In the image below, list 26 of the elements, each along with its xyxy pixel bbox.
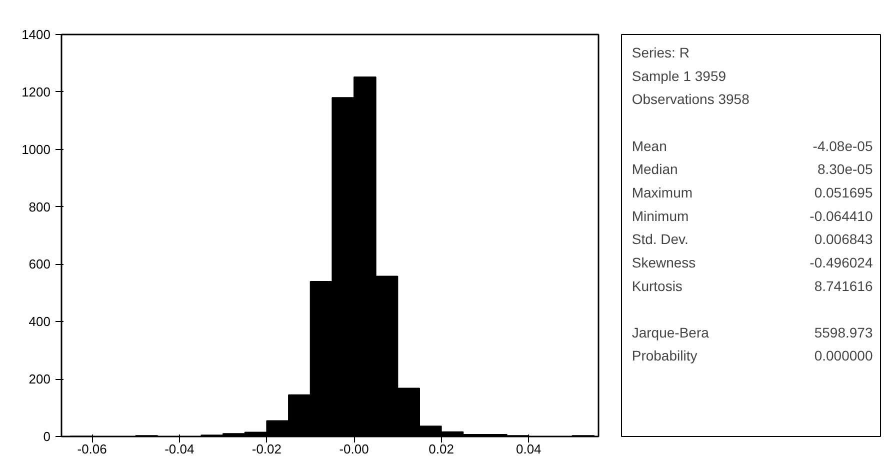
text: Mean -4.08e-05 <box>632 138 873 154</box>
y-tick-label: 800 <box>28 199 51 214</box>
y-tick-label: 1400 <box>22 27 50 42</box>
text: Probability 0.000000 <box>632 348 873 364</box>
x-tick-label: -0.00 <box>339 442 369 456</box>
text: Series: R <box>632 44 690 61</box>
text: Minimum -0.064410 <box>632 208 873 224</box>
x-tick-label: 0.02 <box>428 442 454 456</box>
text: Median 8.30e-05 <box>632 161 873 178</box>
y-tick-label: 200 <box>28 372 51 387</box>
x-tick-label: 0.04 <box>516 442 542 456</box>
x-tick-label: -0.06 <box>77 442 107 456</box>
y-tick-label: 0 <box>43 429 51 444</box>
text: Maximum 0.051695 <box>632 184 873 200</box>
x-tick-label: -0.04 <box>164 442 194 456</box>
text: Sample 1 3959 <box>632 68 726 84</box>
text: Observations 3958 <box>632 91 750 108</box>
y-tick-label: 1200 <box>22 84 50 100</box>
text: Jarque-Bera 5598.973 <box>632 324 873 340</box>
text: Std. Dev. 0.006843 <box>632 231 873 248</box>
text: Kurtosis 8.741616 <box>632 278 873 294</box>
y-tick-label: 1000 <box>22 142 50 157</box>
x-tick-label: -0.02 <box>252 442 282 456</box>
y-tick-label: 400 <box>28 314 51 330</box>
y-tick-label: 600 <box>28 256 51 272</box>
text: Skewness -0.496024 <box>632 254 873 270</box>
